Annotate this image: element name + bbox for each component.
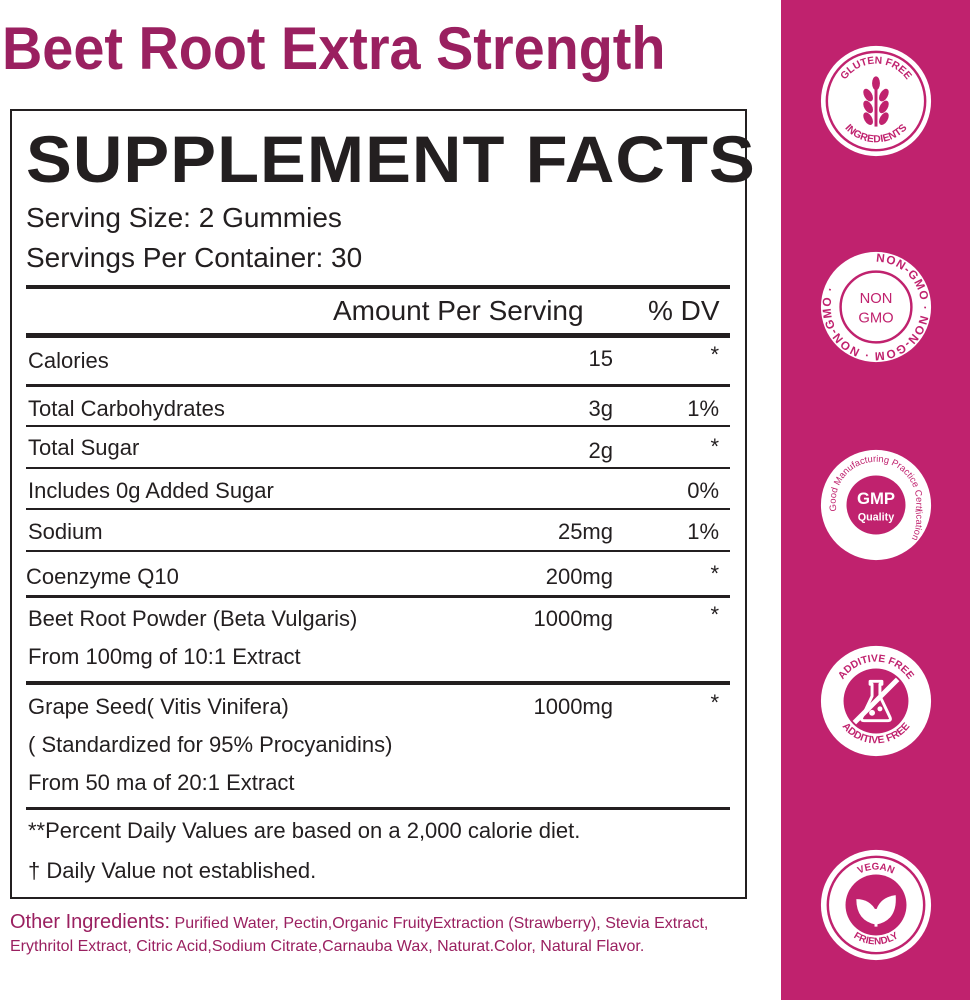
gmp-line1: GMP	[857, 489, 895, 508]
nutrient-subtext: ( Standardized for 95% Procyanidins)	[28, 732, 393, 757]
nutrient-name: Calories	[28, 348, 109, 373]
nutrient-dv: *	[710, 434, 719, 459]
nutrient-dv: 1%	[687, 396, 719, 421]
svg-text:VEGAN: VEGAN	[856, 862, 896, 877]
row-divider	[26, 807, 730, 810]
nutrient-amount: 1000mg	[533, 694, 613, 719]
row-divider	[26, 425, 730, 427]
nutrient-dv: *	[710, 602, 719, 627]
serving-size: Serving Size: 2 Gummies	[26, 202, 342, 233]
amount-per-serving-header: Amount Per Serving	[333, 295, 584, 326]
nutrient-name: Total Carbohydrates	[28, 396, 225, 421]
nutrient-dv: *	[710, 690, 719, 715]
row-divider	[26, 550, 730, 552]
nutrient-dv: 0%	[687, 478, 719, 503]
nutrient-dv: *	[710, 561, 719, 586]
prohibited-slash-icon	[852, 677, 900, 725]
non-gmo-line1: NON	[860, 291, 893, 307]
other-ingredients: Other Ingredients: Purified Water, Pecti…	[10, 911, 770, 958]
nutrient-name: Beet Root Powder (Beta Vulgaris)	[28, 606, 358, 631]
row-divider	[26, 595, 730, 598]
nutrient-amount: 15	[588, 346, 613, 371]
nutrient-amount: 1000mg	[533, 606, 613, 631]
dv-header: % DV	[648, 295, 720, 326]
nutrient-subtext: From 50 ma of 20:1 Extract	[28, 770, 295, 795]
nutrient-amount: 2g	[588, 438, 613, 463]
non-gmo-badge: NON-GMO · NON-GOM · NON-GMO · NON GMO	[819, 251, 931, 364]
leaf-icon	[856, 895, 896, 927]
nutrient-dv: *	[710, 342, 719, 367]
nutrient-name: Sodium	[28, 519, 103, 544]
svg-text:FRIENDLY: FRIENDLY	[852, 930, 901, 947]
vegan-bottom-text: FRIENDLY	[852, 930, 901, 947]
gluten-free-badge: GLUTEN FREE INGREDIENTS	[820, 45, 932, 157]
vegan-top-text: VEGAN	[856, 862, 896, 877]
facts-heading: SUPPLEMENT FACTS	[26, 122, 756, 196]
non-gmo-line2: GMO	[858, 311, 893, 327]
nutrient-amount: 25mg	[557, 519, 613, 544]
thick-divider	[26, 285, 730, 289]
nutrient-name: Total Sugar	[28, 435, 140, 460]
thick-divider	[26, 333, 730, 338]
supplement-facts-panel: SUPPLEMENT FACTS Serving Size: 2 Gummies…	[10, 109, 755, 899]
other-ingredients-text: Purified Water, Pectin,Organic FruityExt…	[10, 915, 709, 955]
row-divider	[26, 467, 730, 469]
daily-value-footnote: **Percent Daily Values are based on a 2,…	[28, 818, 581, 843]
vegan-friendly-badge: VEGAN FRIENDLY	[820, 849, 932, 961]
nutrient-name: Includes 0g Added Sugar	[28, 478, 274, 503]
gmp-quality-badge: Good Manufacturing Practice Certificatio…	[820, 449, 932, 561]
servings-per-container: Servings Per Container: 30	[26, 242, 363, 273]
row-divider	[26, 508, 730, 510]
row-divider	[26, 681, 730, 685]
product-title: Beet Root Extra Strength	[2, 15, 666, 82]
nutrient-name: Coenzyme Q10	[26, 564, 179, 589]
gmp-line2: Quality	[858, 512, 895, 524]
not-established-footnote: † Daily Value not established.	[28, 858, 317, 883]
wheat-icon	[863, 76, 889, 127]
additive-free-badge: ADDITIVE FREE ADDITIVE FREE	[820, 645, 932, 757]
certification-sidebar: GLUTEN FREE INGREDIENTS NON-GMO · NON-GO…	[781, 0, 970, 1000]
other-ingredients-label: Other Ingredients:	[10, 911, 171, 933]
nutrient-subtext: From 100mg of 10:1 Extract	[28, 644, 301, 669]
nutrient-amount: 3g	[588, 396, 613, 421]
row-divider	[26, 384, 730, 387]
nutrient-amount: 200mg	[545, 564, 613, 589]
nutrient-name: Grape Seed( Vitis Vinifera)	[28, 694, 289, 719]
nutrient-dv: 1%	[687, 519, 719, 544]
